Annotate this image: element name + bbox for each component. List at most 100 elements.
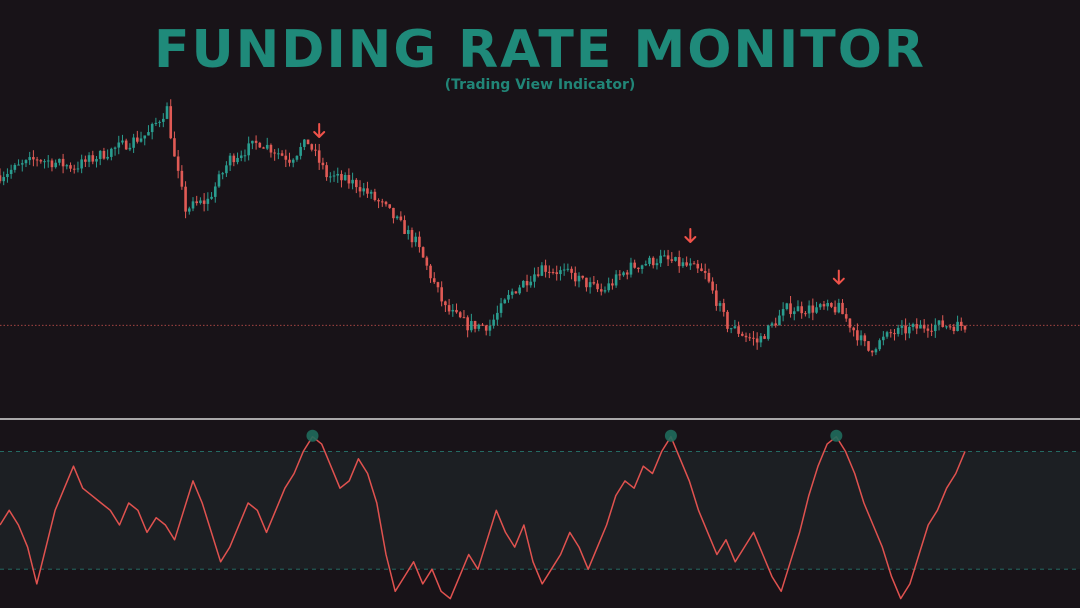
candle-body — [373, 191, 377, 201]
candle-body — [399, 216, 403, 221]
candle — [896, 324, 900, 337]
candle — [644, 260, 648, 267]
candle-body — [247, 143, 250, 156]
candle — [440, 281, 443, 307]
candle-body — [926, 328, 930, 331]
candle-body — [458, 312, 462, 318]
candle — [369, 189, 373, 199]
candle-body — [633, 262, 636, 268]
candle — [781, 302, 785, 322]
candle — [473, 320, 477, 333]
candle — [17, 159, 20, 166]
candle — [655, 258, 659, 270]
candle — [596, 280, 599, 293]
candle-body — [893, 333, 896, 335]
candle-body — [540, 265, 544, 276]
candle-body — [336, 173, 340, 176]
candle-body — [303, 139, 306, 147]
candle — [536, 266, 540, 278]
candle-body — [17, 164, 20, 166]
candle-body — [221, 173, 224, 175]
candle-body — [139, 138, 143, 142]
candle — [425, 255, 429, 271]
candle — [388, 204, 392, 209]
candle — [952, 323, 956, 335]
candle — [80, 154, 83, 174]
candle — [399, 211, 403, 222]
candle-body — [711, 281, 714, 291]
candle-body — [299, 146, 302, 156]
candle — [874, 347, 878, 356]
candle — [844, 307, 848, 322]
candle — [481, 322, 484, 326]
oscillator-neutral-zone — [0, 451, 1080, 570]
candle — [284, 149, 288, 168]
candle-body — [536, 274, 540, 276]
candle-body — [833, 306, 837, 313]
candle-body — [288, 159, 291, 163]
candle-body — [124, 140, 128, 150]
candle-body — [481, 324, 484, 326]
candle-body — [110, 148, 113, 157]
candle — [811, 298, 815, 321]
candle — [848, 318, 852, 333]
candle-body — [239, 155, 243, 158]
candle — [306, 139, 310, 145]
candle — [432, 272, 436, 284]
candle — [191, 197, 195, 212]
candle-body — [347, 174, 351, 184]
candle-body — [759, 336, 763, 343]
candle — [826, 299, 829, 311]
candle — [206, 192, 210, 211]
candle — [35, 156, 39, 167]
candle-body — [136, 137, 139, 142]
candle — [444, 300, 447, 313]
candle — [288, 152, 291, 167]
candle — [221, 171, 224, 180]
candle-body — [173, 138, 176, 157]
candle-body — [625, 272, 629, 275]
candle-body — [154, 122, 158, 124]
candle — [763, 333, 766, 340]
candle — [54, 159, 57, 169]
candle-body — [874, 349, 878, 353]
candle-body — [718, 303, 722, 306]
candle — [132, 133, 135, 153]
down-arrow-icon — [832, 269, 845, 285]
candle-body — [681, 262, 685, 267]
candle-body — [43, 161, 46, 163]
candle — [32, 150, 35, 167]
candle-body — [674, 257, 677, 261]
candle-body — [232, 155, 236, 163]
candle-body — [132, 137, 135, 148]
candle-body — [659, 255, 662, 264]
candle-body — [403, 220, 406, 234]
candle-body — [225, 165, 228, 174]
candle-body — [414, 236, 417, 243]
candle — [20, 159, 24, 172]
candle — [139, 131, 143, 143]
candle — [98, 150, 102, 166]
candle — [733, 319, 737, 329]
candle — [822, 300, 826, 310]
candle — [603, 286, 607, 294]
candle — [351, 172, 354, 190]
candle — [544, 259, 547, 278]
candle-body — [952, 326, 956, 332]
candle-body — [882, 336, 885, 341]
candle — [154, 117, 158, 126]
candle-body — [867, 341, 870, 351]
candle-body — [544, 265, 547, 272]
candle-body — [321, 162, 325, 166]
candle — [336, 167, 340, 183]
candle — [581, 275, 585, 280]
arrow-head — [684, 236, 697, 243]
candle — [934, 318, 937, 338]
candle-body — [522, 280, 525, 288]
candle — [9, 164, 13, 179]
candle — [737, 321, 740, 338]
candle — [700, 263, 703, 272]
candle-body — [2, 177, 6, 182]
candle-body — [577, 275, 581, 282]
candle-body — [117, 142, 121, 148]
